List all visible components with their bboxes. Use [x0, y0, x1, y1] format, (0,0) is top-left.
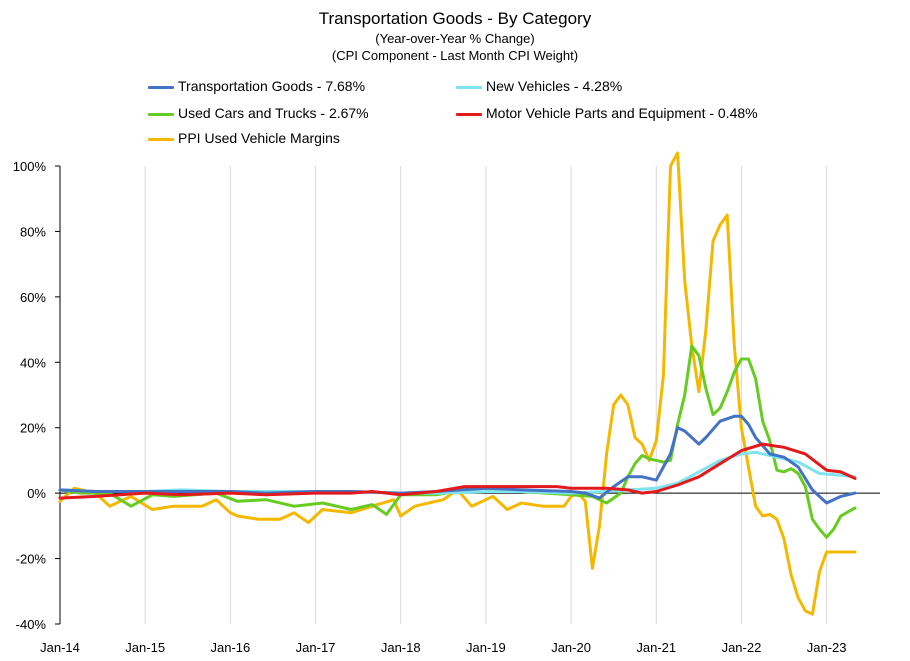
chart-titles: Transportation Goods - By Category (Year…: [0, 8, 910, 64]
y-tick-label: -40%: [16, 617, 47, 632]
y-axis-labels: 100% 80% 60% 40% 20% 0% -20% -40%: [13, 159, 47, 632]
x-tick-label: Jan-21: [636, 640, 676, 655]
legend-swatch: [456, 85, 482, 89]
series-lines: [58, 151, 857, 616]
legend-swatch: [148, 137, 174, 141]
x-axis-labels: Jan-14 Jan-15 Jan-16 Jan-17 Jan-18 Jan-19 Jan-…: [40, 640, 846, 655]
y-tick-label: -20%: [16, 552, 47, 567]
legend-label: Transportation Goods - 7.68%: [178, 78, 366, 94]
y-tick-label: 100%: [13, 159, 47, 174]
x-tick-label: Jan-23: [807, 640, 847, 655]
legend-swatch: [456, 112, 482, 116]
x-tick-label: Jan-14: [40, 640, 80, 655]
legend-label: PPI Used Vehicle Margins: [178, 130, 340, 146]
x-tick-label: Jan-17: [296, 640, 336, 655]
legend-swatch: [148, 112, 174, 116]
legend-swatch: [148, 85, 174, 89]
y-tick-label: 60%: [20, 290, 46, 305]
legend-item-motor-vehicle-parts: Motor Vehicle Parts and Equipment - 0.48…: [456, 103, 758, 123]
chart-subtitle-2: (CPI Component - Last Month CPI Weight): [331, 48, 579, 63]
y-tick-label: 80%: [20, 224, 46, 239]
series-line-used-cars-and-trucks: [58, 344, 857, 539]
legend-item-new-vehicles: New Vehicles - 4.28%: [456, 76, 622, 96]
legend-label: Used Cars and Trucks - 2.67%: [178, 105, 369, 121]
x-tick-label: Jan-15: [125, 640, 165, 655]
axes: [55, 165, 880, 625]
y-tick-label: 40%: [20, 355, 46, 370]
chart-subtitle-1: (Year-over-Year % Change): [375, 31, 535, 46]
series-line-ppi-used-vehicle-margins: [58, 151, 857, 616]
y-tick-label: 20%: [20, 421, 46, 436]
legend-label: New Vehicles - 4.28%: [486, 78, 623, 94]
x-tick-label: Jan-19: [466, 640, 506, 655]
legend-label: Motor Vehicle Parts and Equipment - 0.48…: [486, 105, 758, 121]
x-tick-label: Jan-22: [722, 640, 762, 655]
series-line-motor-vehicle-parts-and-equipment: [58, 442, 857, 500]
chart-title: Transportation Goods - By Category: [318, 9, 592, 28]
y-tick-label: 0%: [27, 486, 46, 501]
grid-lines: [144, 166, 828, 624]
x-tick-label: Jan-18: [381, 640, 421, 655]
series-line-transportation-goods: [58, 414, 857, 505]
x-tick-label: Jan-16: [210, 640, 250, 655]
legend-item-transportation-goods: Transportation Goods - 7.68%: [148, 76, 365, 96]
x-tick-label: Jan-20: [551, 640, 591, 655]
legend-item-used-cars-trucks: Used Cars and Trucks - 2.67%: [148, 103, 369, 123]
legend-item-ppi-used-vehicle-margins: PPI Used Vehicle Margins: [148, 128, 340, 148]
